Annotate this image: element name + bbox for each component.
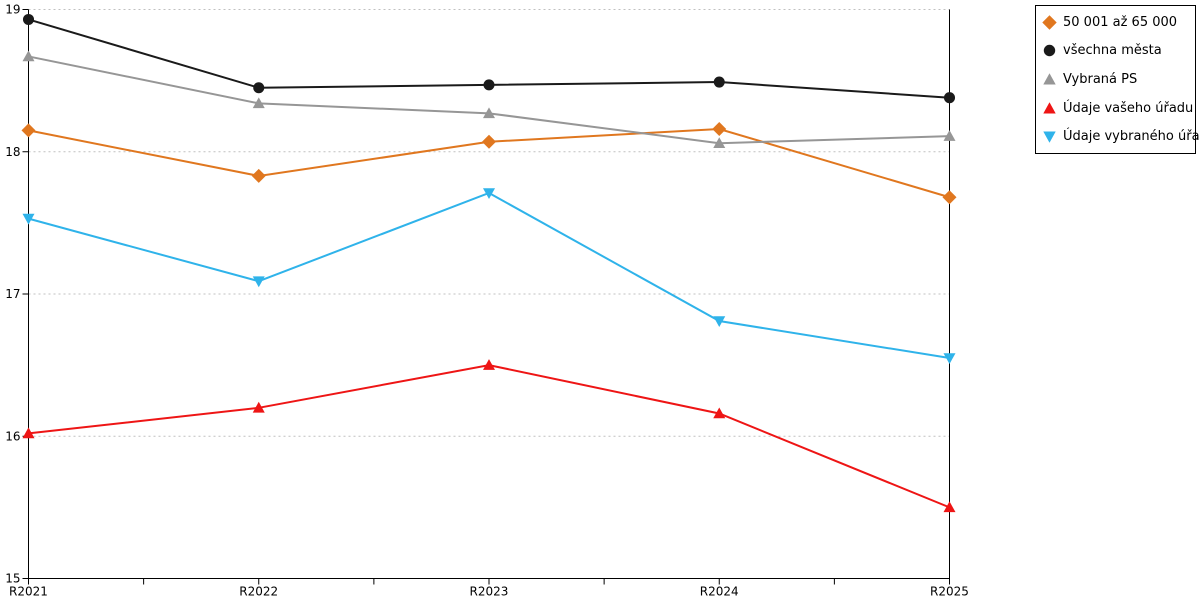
legend-label: 50 001 až 65 000	[1063, 14, 1178, 30]
x-tick-label: R2023	[470, 585, 509, 599]
series-marker	[22, 427, 35, 439]
x-tick-label: R2025	[930, 585, 969, 599]
legend-item: všechna města	[1036, 43, 1195, 58]
series-marker	[22, 13, 35, 25]
legend-label: všechna města	[1063, 43, 1162, 59]
series-marker	[483, 359, 495, 370]
y-tick-label: 15	[5, 572, 20, 586]
series-line	[28, 191, 950, 359]
series-marker	[22, 50, 35, 62]
series-marker	[943, 130, 956, 141]
series-marker	[252, 97, 265, 109]
legend-marker-shape	[1043, 101, 1056, 114]
y-tick-label: 18	[5, 145, 20, 159]
legend-marker-shape	[1043, 73, 1056, 85]
series-marker	[253, 82, 265, 94]
series-marker	[482, 134, 496, 149]
series-marker	[713, 316, 726, 328]
series-marker	[712, 121, 727, 136]
series-marker	[713, 137, 726, 149]
series-marker	[942, 190, 957, 205]
legend-marker-shape	[1042, 15, 1057, 30]
series-marker	[483, 188, 495, 200]
series-marker	[483, 107, 495, 119]
legend-item: Údaje vašeho úřadu	[1036, 101, 1195, 116]
legend-label: Vybraná PS	[1063, 71, 1138, 87]
series-marker	[713, 407, 726, 419]
triangle-up-icon	[1043, 101, 1056, 114]
series-marker	[943, 92, 956, 104]
series-marker	[713, 76, 725, 88]
legend-item: 50 001 až 65 000	[1036, 15, 1195, 30]
x-tick-label: R2022	[239, 585, 278, 599]
series-marker	[943, 501, 956, 513]
triangle-down-icon	[1043, 131, 1056, 143]
legend-marker-shape	[1043, 131, 1056, 143]
series-marker	[252, 401, 265, 413]
series-marker	[483, 79, 495, 91]
legend-item: Vybraná PS	[1036, 72, 1195, 87]
legend-label: Údaje vybraného úřadu	[1063, 129, 1200, 145]
circle-icon	[1043, 45, 1056, 57]
legend: 50 001 až 65 000 všechna města Vybraná P…	[1035, 5, 1200, 154]
series-line	[28, 55, 950, 145]
series-marker	[252, 276, 265, 288]
legend-item: Údaje vybraného úřadu	[1036, 129, 1200, 144]
x-tick-label: R2021	[9, 585, 48, 599]
x-tick-label: R2024	[700, 585, 739, 599]
series-marker	[943, 353, 956, 365]
diamond-icon	[1042, 15, 1057, 30]
series-marker	[21, 123, 36, 138]
y-tick-label: 17	[5, 287, 20, 301]
series-marker	[22, 213, 35, 225]
y-tick-label: 16	[5, 429, 20, 443]
triangle-up-icon	[1043, 73, 1056, 85]
legend-marker-shape	[1043, 45, 1056, 57]
series-marker	[251, 168, 266, 183]
legend-label: Údaje vašeho úřadu	[1063, 100, 1194, 116]
y-tick-label: 19	[5, 3, 20, 17]
